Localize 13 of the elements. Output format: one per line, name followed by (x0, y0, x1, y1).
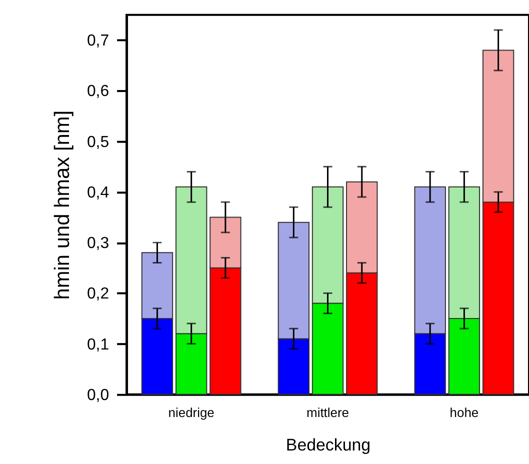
y-tick-label: 0,0 (86, 386, 110, 404)
y-tick-label: 0,4 (86, 184, 110, 202)
y-tick-label: 0,5 (86, 134, 110, 151)
x-axis-title: Bedeckung (286, 436, 371, 455)
x-tick-label: mittlere (306, 404, 349, 420)
y-tick-label: 0,1 (86, 336, 110, 354)
y-tick-label: 0,7 (86, 32, 110, 50)
y-tick-label: 0,3 (86, 235, 110, 252)
y-axis-title: hmin und hmax [nm] (50, 110, 74, 300)
y-tick-label: 0,6 (86, 83, 110, 100)
x-tick-label: niedrige (168, 404, 214, 420)
y-tick-label: 0,2 (86, 286, 110, 303)
x-tick-label: hohe (450, 404, 479, 420)
